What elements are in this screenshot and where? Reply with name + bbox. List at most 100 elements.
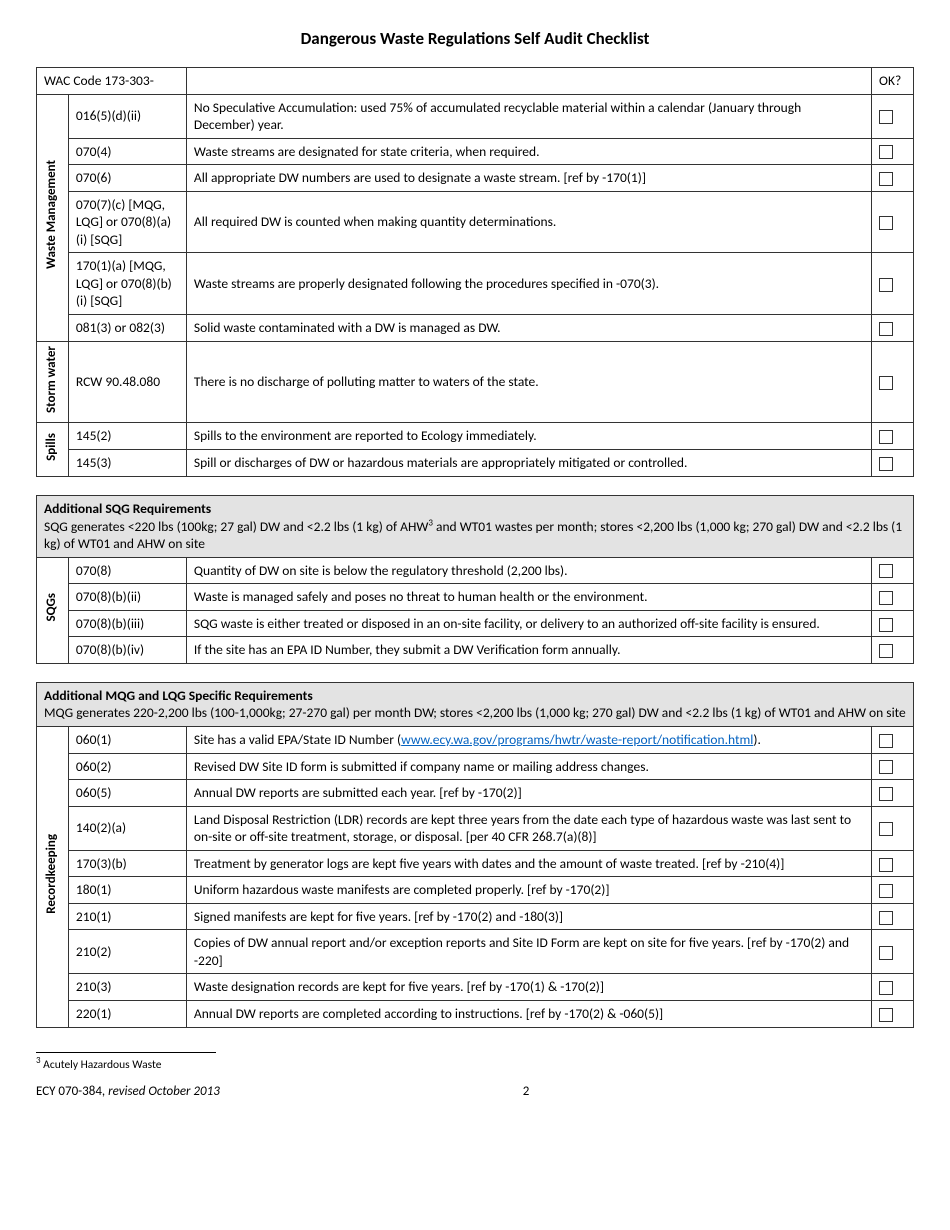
page-number: 2 [523,1084,530,1099]
checkbox-icon[interactable] [879,172,893,186]
table-row: 220(1) Annual DW reports are completed a… [37,1001,914,1028]
code-cell: 180(1) [68,877,186,904]
category-sqgs: SQGs [37,557,69,663]
checkbox-icon[interactable] [879,145,893,159]
code-cell: 145(2) [68,423,186,450]
checkbox-icon[interactable] [879,760,893,774]
section-subtitle: SQG generates <220 lbs (100kg; 27 gal) D… [44,518,902,553]
desc-cell: Solid waste contaminated with a DW is ma… [186,315,871,342]
ok-cell [872,930,914,974]
ok-cell [872,753,914,780]
section-title: Additional SQG Requirements [44,500,906,518]
page-title: Dangerous Waste Regulations Self Audit C… [36,28,914,49]
table-row: 060(2) Revised DW Site ID form is submit… [37,753,914,780]
table-row: 070(8)(b)(iv) If the site has an EPA ID … [37,637,914,664]
checkbox-icon[interactable] [879,278,893,292]
table-row: 145(3) Spill or discharges of DW or haza… [37,450,914,477]
code-cell: 081(3) or 082(3) [68,315,186,342]
code-cell: 210(3) [68,974,186,1001]
checkbox-icon[interactable] [879,1008,893,1022]
code-cell: 070(8)(b)(iv) [68,637,186,664]
table-row: 070(7)(c) [MQG, LQG] or 070(8)(a)(i) [SQ… [37,191,914,253]
section-header-sqg: Additional SQG Requirements SQG generate… [37,495,914,557]
checkbox-icon[interactable] [879,787,893,801]
ok-cell [872,610,914,637]
desc-cell: Waste streams are designated for state c… [186,138,871,165]
footer: ECY 070-384, revised October 2013 2 [36,1084,914,1099]
checkbox-icon[interactable] [879,618,893,632]
table-row: 060(5) Annual DW reports are submitted e… [37,780,914,807]
table-row: 070(8)(b)(iii) SQG waste is either treat… [37,610,914,637]
checkbox-icon[interactable] [879,591,893,605]
category-spills: Spills [37,423,69,476]
notification-link[interactable]: www.ecy.wa.gov/programs/hwtr/waste-repor… [401,731,753,748]
checkbox-icon[interactable] [879,734,893,748]
checkbox-icon[interactable] [879,644,893,658]
category-recordkeeping: Recordkeeping [37,726,69,1027]
checkbox-icon[interactable] [879,981,893,995]
checkbox-icon[interactable] [879,946,893,960]
checkbox-icon[interactable] [879,858,893,872]
code-cell: 145(3) [68,450,186,477]
ok-cell [872,877,914,904]
checkbox-icon[interactable] [879,822,893,836]
header-ok: OK? [872,68,914,95]
checkbox-icon[interactable] [879,322,893,336]
table-row: 180(1) Uniform hazardous waste manifests… [37,877,914,904]
desc-cell: Waste is managed safely and poses no thr… [186,584,871,611]
code-cell: 016(5)(d)(ii) [68,94,186,138]
desc-cell: If the site has an EPA ID Number, they s… [186,637,871,664]
table-row: Recordkeeping 060(1) Site has a valid EP… [37,726,914,753]
desc-cell: Waste streams are properly designated fo… [186,253,871,315]
desc-cell: All required DW is counted when making q… [186,191,871,253]
table-row: Storm water RCW 90.48.080 There is no di… [37,341,914,423]
table-row: Waste Management 016(5)(d)(ii) No Specul… [37,94,914,138]
checkbox-icon[interactable] [879,457,893,471]
checkbox-icon[interactable] [879,430,893,444]
ok-cell [872,557,914,584]
checkbox-icon[interactable] [879,911,893,925]
table-row: 070(4) Waste streams are designated for … [37,138,914,165]
code-cell: 170(1)(a) [MQG, LQG] or 070(8)(b)(i) [SQ… [68,253,186,315]
checklist-table-main: WAC Code 173-303- OK? Waste Management 0… [36,67,914,477]
desc-cell: Copies of DW annual report and/or except… [186,930,871,974]
table-row: 210(1) Signed manifests are kept for fiv… [37,903,914,930]
desc-cell: No Speculative Accumulation: used 75% of… [186,94,871,138]
ok-cell [872,165,914,192]
ok-cell [872,903,914,930]
category-storm-water: Storm water [37,341,69,423]
ok-cell [872,450,914,477]
desc-cell: Spills to the environment are reported t… [186,423,871,450]
checkbox-icon[interactable] [879,884,893,898]
section-header-row: Additional SQG Requirements SQG generate… [37,495,914,557]
checkbox-icon[interactable] [879,110,893,124]
desc-cell: Signed manifests are kept for five years… [186,903,871,930]
code-cell: RCW 90.48.080 [68,341,186,423]
code-cell: 070(4) [68,138,186,165]
section-subtitle: MQG generates 220-2,200 lbs (100-1,000kg… [44,704,906,721]
desc-cell: Spill or discharges of DW or hazardous m… [186,450,871,477]
code-cell: 070(6) [68,165,186,192]
desc-cell: Land Disposal Restriction (LDR) records … [186,806,871,850]
ok-cell [872,584,914,611]
code-cell: 060(1) [68,726,186,753]
desc-cell: SQG waste is either treated or disposed … [186,610,871,637]
checkbox-icon[interactable] [879,216,893,230]
footnote-rule [36,1052,216,1053]
table-row: 210(3) Waste designation records are kep… [37,974,914,1001]
table-row: 070(8)(b)(ii) Waste is managed safely an… [37,584,914,611]
table-header-row: WAC Code 173-303- OK? [37,68,914,95]
table-row: SQGs 070(8) Quantity of DW on site is be… [37,557,914,584]
checkbox-icon[interactable] [879,564,893,578]
desc-cell: Quantity of DW on site is below the regu… [186,557,871,584]
code-cell: 220(1) [68,1001,186,1028]
ok-cell [872,191,914,253]
code-cell: 060(2) [68,753,186,780]
desc-cell: Site has a valid EPA/State ID Number (ww… [186,726,871,753]
ok-cell [872,138,914,165]
desc-cell: Annual DW reports are completed accordin… [186,1001,871,1028]
ok-cell [872,637,914,664]
code-cell: 070(8)(b)(ii) [68,584,186,611]
table-row: 210(2) Copies of DW annual report and/or… [37,930,914,974]
checkbox-icon[interactable] [879,376,893,390]
